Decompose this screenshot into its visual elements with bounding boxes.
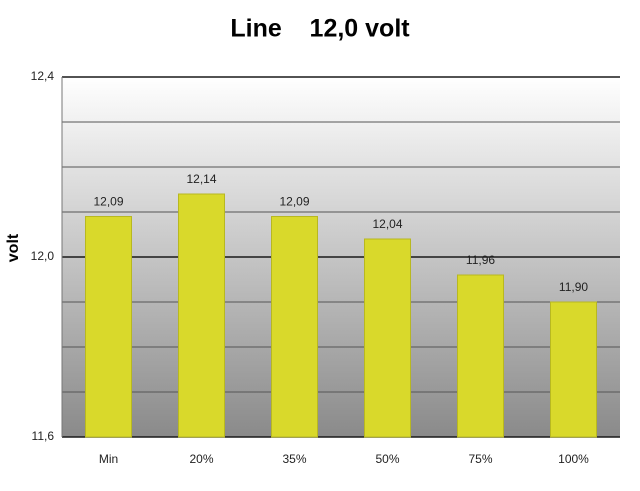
bar	[85, 216, 132, 438]
bar	[271, 216, 318, 438]
bar	[457, 274, 504, 438]
y-axis-label: volt	[5, 233, 22, 262]
bar	[364, 238, 411, 438]
bar	[178, 193, 225, 438]
value-label: 11,96	[466, 253, 495, 267]
x-tick-label: 20%	[189, 452, 213, 466]
x-tick-label: 100%	[558, 452, 589, 466]
bar	[550, 301, 597, 438]
y-tick-label: 11,6	[32, 429, 55, 443]
x-tick-label: 35%	[282, 452, 306, 466]
value-label: 11,90	[559, 280, 588, 294]
x-tick-label: 75%	[468, 452, 492, 466]
value-label: 12,04	[372, 217, 402, 231]
value-label: 12,09	[93, 195, 123, 209]
x-tick-label: Min	[99, 452, 118, 466]
value-label: 12,09	[279, 195, 309, 209]
x-tick-label: 50%	[375, 452, 399, 466]
chart-title: Line 12,0 volt	[230, 15, 410, 43]
y-tick-label: 12,4	[31, 69, 55, 83]
value-label: 12,14	[186, 172, 216, 186]
y-tick-label: 12,0	[31, 249, 55, 263]
